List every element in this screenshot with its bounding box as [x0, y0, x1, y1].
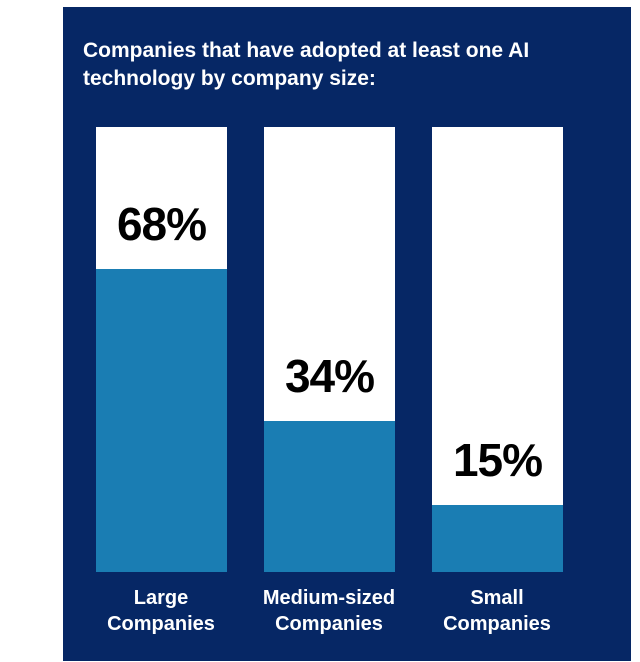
- bar-track-small: [432, 127, 563, 572]
- category-label-small-line2: Companies: [443, 613, 551, 635]
- category-label-medium: Medium-sized Companies: [239, 585, 419, 637]
- value-label-large: 68%: [116, 198, 207, 250]
- bar-large: [96, 269, 227, 572]
- category-label-medium-line1: Medium-sized: [262, 587, 396, 609]
- category-label-small: Small Companies: [407, 585, 587, 637]
- bar-small: [432, 505, 563, 572]
- chart-panel: Companies that have adopted at least one…: [63, 7, 631, 661]
- chart-title: Companies that have adopted at least one…: [83, 39, 530, 90]
- category-label-large: Large Companies: [71, 585, 251, 637]
- bar-group-medium: 34%: [264, 127, 395, 572]
- category-label-medium-line2: Companies: [275, 613, 383, 635]
- bar-group-small: 15%: [432, 127, 563, 572]
- bar-medium: [264, 421, 395, 572]
- value-label-small: 15%: [452, 434, 543, 486]
- value-label-medium: 34%: [284, 350, 375, 402]
- category-label-large-line2: Companies: [107, 613, 215, 635]
- category-label-large-line1: Large: [133, 587, 189, 609]
- bar-group-large: 68%: [96, 127, 227, 572]
- category-label-small-line1: Small: [470, 587, 524, 609]
